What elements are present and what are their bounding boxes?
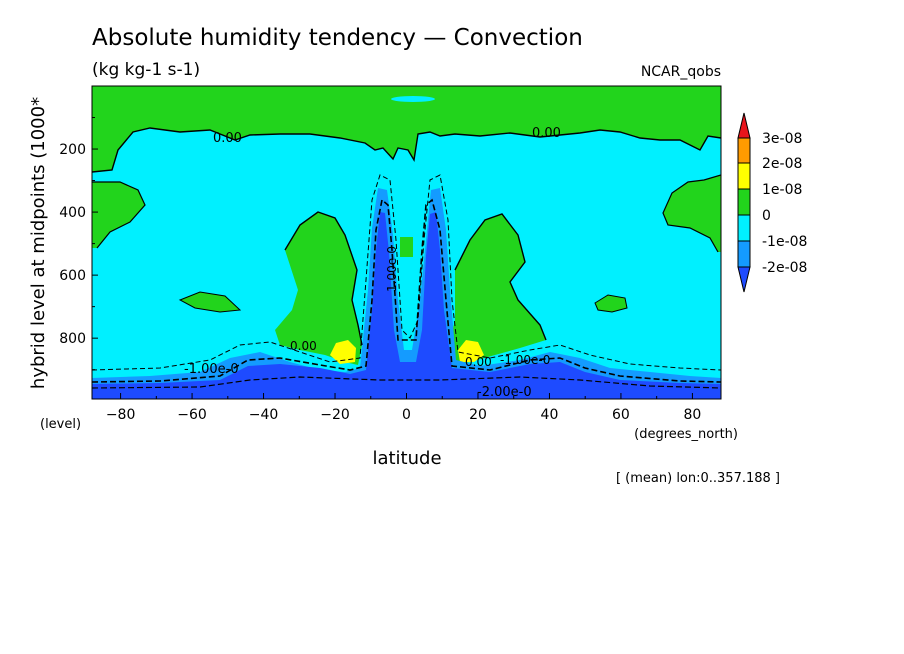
colorbar-box [737, 240, 751, 268]
x-tick-label: 40 [541, 407, 559, 423]
colorbar-label: 2e-08 [762, 156, 802, 172]
contour-label: -2.00e-0 [477, 385, 532, 400]
x-tick-label: 60 [612, 407, 630, 423]
field-yellow-right [458, 340, 484, 362]
y-tick-label: 200 [59, 142, 86, 158]
contour-labels: 0.00 0.00 -1.00e-0 -2.00e-0 1.00e-0 0.00… [184, 126, 561, 400]
colorbar-arrow-bottom [737, 266, 751, 293]
chart-title: Absolute humidity tendency — Convection [92, 25, 583, 51]
contours [92, 127, 721, 389]
y-axis-unit: (level) [40, 417, 81, 432]
x-tick-label: −60 [177, 407, 207, 423]
colorbar-label: -2e-08 [762, 260, 807, 276]
field-negative-mid [92, 188, 721, 399]
contour-label: -1.00e-0 [500, 353, 550, 367]
field-mid-left-spot [400, 237, 413, 257]
contour-label: 0.00 [532, 126, 561, 141]
colorbar-box [737, 137, 751, 164]
x-axis-label: latitude [372, 448, 441, 469]
x-tick-label: 20 [469, 407, 487, 423]
y-axis: 200 400 600 800 [59, 117, 98, 371]
top-cyan-spot [391, 96, 435, 102]
field-left-polar [92, 182, 145, 248]
field-right-polar [663, 175, 721, 252]
colorbar-label: -1e-08 [762, 234, 807, 250]
x-tick-label: −20 [320, 407, 350, 423]
field-upper-positive [92, 86, 721, 172]
x-tick-label: −80 [106, 407, 136, 423]
y-tick-label: 800 [59, 331, 86, 347]
colorbar-box [737, 162, 751, 190]
field-mid-left [275, 212, 362, 365]
colorbar-box [737, 188, 751, 216]
colorbar-label: 1e-08 [762, 182, 802, 198]
contour-label: 1.00e-0 [385, 246, 399, 292]
x-axis: −80 −60 −40 −20 0 20 40 60 80 [106, 393, 701, 423]
y-axis-label: hybrid level at midpoints (1000* [28, 97, 49, 389]
chart-units: (kg kg-1 s-1) [92, 60, 200, 80]
contour-label: 0.00 [290, 339, 317, 353]
colorbar-arrow-top [737, 112, 751, 139]
plot-area [92, 86, 721, 399]
field-right-small [595, 295, 627, 312]
mean-note: [ (mean) lon:0..357.188 ] [616, 471, 780, 486]
contour-label: 0.00 [465, 355, 492, 369]
colorbar-box [737, 214, 751, 242]
field-left-small [180, 292, 240, 312]
field-yellow-left [330, 340, 356, 364]
colorbar-label: 3e-08 [762, 131, 802, 147]
x-tick-label: 0 [402, 407, 411, 423]
colorbar-label: 0 [762, 208, 771, 224]
contour-label: -1.00e-0 [184, 362, 239, 377]
y-tick-label: 400 [59, 205, 86, 221]
contour-label: 0.00 [213, 131, 242, 146]
colorbar: 3e-08 2e-08 1e-08 0 -1e-08 -2e-08 [737, 112, 807, 293]
x-tick-label: −40 [249, 407, 279, 423]
x-axis-unit: (degrees_north) [634, 427, 738, 442]
chart-source: NCAR_qobs [641, 64, 721, 80]
x-tick-label: 80 [683, 407, 701, 423]
y-tick-label: 600 [59, 268, 86, 284]
